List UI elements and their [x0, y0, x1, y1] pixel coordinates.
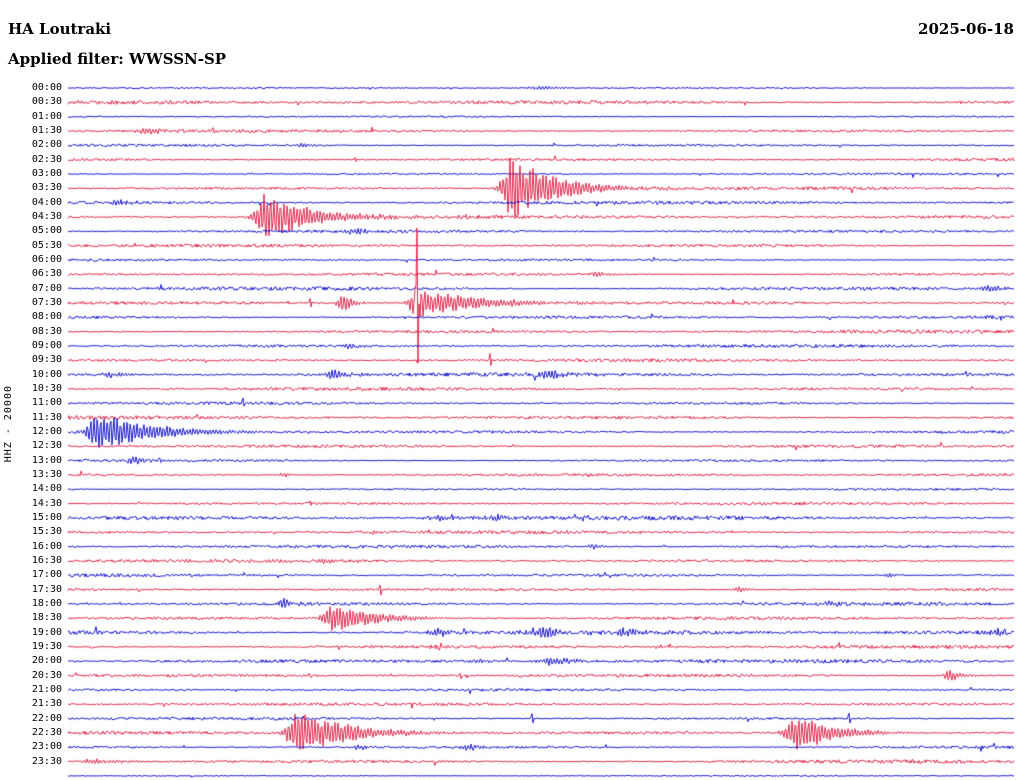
row-time-label: 13:00	[31, 454, 62, 466]
row-time-label: 22:00	[31, 712, 62, 724]
row-time-label: 01:30	[31, 124, 62, 136]
row-time-label: 11:30	[31, 411, 62, 423]
row-time-label: 19:00	[31, 626, 62, 638]
row-time-label: 15:00	[31, 511, 62, 523]
row-time-label: 23:30	[31, 755, 62, 767]
row-time-label: 14:30	[31, 497, 62, 509]
row-time-label: 05:30	[31, 239, 62, 251]
row-time-label: 06:30	[31, 268, 62, 280]
row-time-label: 12:00	[31, 425, 62, 437]
row-time-label: 08:30	[31, 325, 62, 337]
row-time-label: 01:00	[31, 110, 62, 122]
row-time-label: 19:30	[31, 640, 62, 652]
row-time-label: 00:00	[31, 82, 62, 93]
row-time-label: 04:30	[31, 210, 62, 222]
row-time-label: 20:30	[31, 669, 62, 681]
row-time-label: 18:00	[31, 597, 62, 609]
row-time-label: 09:30	[31, 354, 62, 366]
row-time-label: 13:30	[31, 468, 62, 480]
row-time-label: 18:30	[31, 612, 62, 624]
row-time-label: 07:30	[31, 296, 62, 308]
row-time-label: 21:30	[31, 698, 62, 710]
row-time-label: 16:30	[31, 554, 62, 566]
row-time-label: 10:30	[31, 382, 62, 394]
row-time-label: 02:00	[31, 139, 62, 151]
row-time-label: 14:00	[31, 483, 62, 495]
row-time-label: 11:00	[31, 397, 62, 409]
row-time-label: 05:00	[31, 225, 62, 237]
row-time-label: 15:30	[31, 526, 62, 538]
row-time-label: 17:00	[31, 569, 62, 581]
row-time-label: 17:30	[31, 583, 62, 595]
row-time-label: 00:30	[31, 96, 62, 108]
row-time-label: 16:00	[31, 540, 62, 552]
row-time-label: 03:00	[31, 167, 62, 179]
row-time-label: 10:00	[31, 368, 62, 380]
row-time-label: 08:00	[31, 311, 62, 323]
row-time-label: 03:30	[31, 182, 62, 194]
row-time-label: 20:00	[31, 655, 62, 667]
row-time-label: 12:30	[31, 440, 62, 452]
row-time-label: 21:00	[31, 683, 62, 695]
row-time-label: 23:00	[31, 741, 62, 753]
row-time-label: 06:00	[31, 253, 62, 265]
row-time-label: 02:30	[31, 153, 62, 165]
time-axis: 00:00 00:30 01:00 01:30 02:00 02:30 03:00 03:30…	[0, 0, 66, 780]
row-time-label: 22:30	[31, 726, 62, 738]
row-time-label: 07:00	[31, 282, 62, 294]
row-time-label: 09:00	[31, 339, 62, 351]
row-time-label: 04:00	[31, 196, 62, 208]
